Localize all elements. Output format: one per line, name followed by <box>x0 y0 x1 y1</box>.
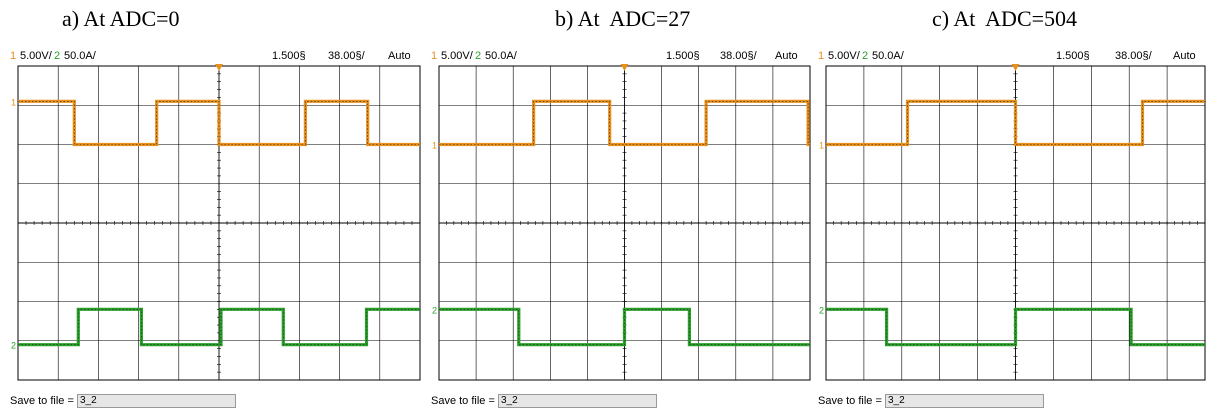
save-to-file-label: Save to file = <box>818 394 885 407</box>
delay-readout: 1.500§ <box>272 50 306 62</box>
ch2-number: 2 <box>475 50 482 62</box>
ch2-number: 2 <box>54 50 61 62</box>
trigger-marker <box>1011 64 1020 71</box>
ch1-noise-trace <box>18 101 420 145</box>
chart-title-a: a) At ADC=0 <box>62 6 180 31</box>
save-to-file-label: Save to file = <box>431 394 498 407</box>
ch1-number: 1 <box>10 50 17 62</box>
ch1-number: 1 <box>431 50 438 62</box>
save-to-file-input[interactable]: 3_2 <box>76 394 236 408</box>
ch1-ground-marker: 1 <box>819 141 824 151</box>
scope-panel-a: 1 5.00V/2 50.0A/1.500§ 38.00§/Auto 1 2 Save to… <box>10 46 422 410</box>
save-to-file-row: Save to file = 3_2 <box>431 394 657 408</box>
ch1-ground-marker: 1 <box>11 97 16 107</box>
delay-readout: 1.500§ <box>666 50 700 62</box>
ch1-ground-marker: 1 <box>432 141 437 151</box>
save-to-file-row: Save to file = 3_2 <box>818 394 1044 408</box>
save-to-file-row: Save to file = 3_2 <box>10 394 236 408</box>
scope-panel-b: 1 5.00V/2 50.0A/1.500§ 38.00§/Auto 1 2 Save to… <box>431 46 812 410</box>
ch2-ground-marker: 2 <box>819 305 824 315</box>
ch1-noise-trace <box>826 101 1205 145</box>
ch2-scale: 50.0A/ <box>872 50 904 62</box>
ch1-scale: 5.00V/ <box>441 50 473 62</box>
scope-panel-c: 1 5.00V/2 50.0A/1.500§ 38.00§/Auto 1 2 Save to… <box>818 46 1207 410</box>
trigger-marker <box>620 64 629 71</box>
ch2-ground-marker: 2 <box>11 341 16 351</box>
trigger-marker <box>215 64 223 71</box>
scope-header: 1 5.00V/2 50.0A/1.500§ 38.00§/ Auto <box>10 46 422 64</box>
ch2-noise-trace <box>18 309 420 345</box>
save-to-file-input[interactable]: 3_2 <box>497 394 657 408</box>
scope-screen: 12 <box>432 64 811 381</box>
ch2-scale: 50.0A/ <box>485 50 517 62</box>
trigger-mode: Auto <box>1173 50 1196 62</box>
ch2-scale: 50.0A/ <box>64 50 96 62</box>
scope-screen: 12 <box>819 64 1206 381</box>
ch2-noise-trace <box>826 309 1205 345</box>
trigger-mode: Auto <box>775 50 798 62</box>
ch2-noise-trace <box>439 309 810 345</box>
chart-title-b: b) At ADC=27 <box>555 6 691 31</box>
ch1-number: 1 <box>818 50 825 62</box>
ch1-scale: 5.00V/ <box>828 50 860 62</box>
timebase-readout: 38.00§/ <box>1115 50 1152 62</box>
chart-title-c: c) At ADC=504 <box>932 6 1078 31</box>
scope-header: 1 5.00V/2 50.0A/1.500§ 38.00§/ Auto <box>431 46 812 64</box>
timebase-readout: 38.00§/ <box>328 50 365 62</box>
trigger-mode: Auto <box>388 50 411 62</box>
ch2-ground-marker: 2 <box>432 305 437 315</box>
delay-readout: 1.500§ <box>1056 50 1090 62</box>
scope-header: 1 5.00V/2 50.0A/1.500§ 38.00§/ Auto <box>818 46 1207 64</box>
save-to-file-input[interactable]: 3_2 <box>884 394 1044 408</box>
ch2-number: 2 <box>862 50 869 62</box>
ch1-noise-trace <box>439 101 810 145</box>
timebase-readout: 38.00§/ <box>720 50 757 62</box>
scope-screen: 12 <box>11 64 421 381</box>
save-to-file-label: Save to file = <box>10 394 77 407</box>
ch1-scale: 5.00V/ <box>20 50 52 62</box>
